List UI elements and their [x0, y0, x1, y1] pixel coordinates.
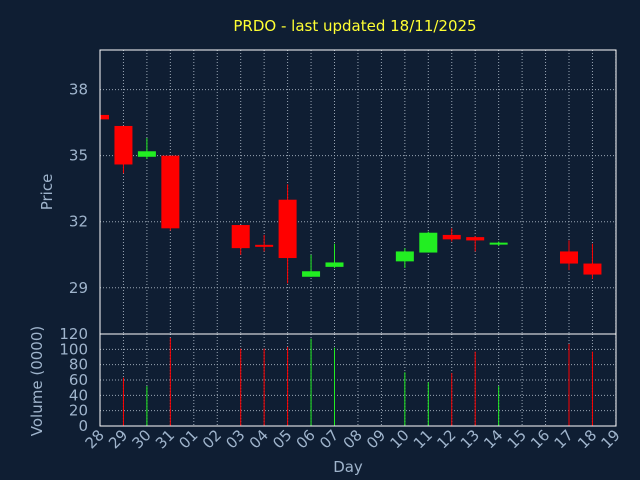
- chart-title: PRDO - last updated 18/11/2025: [233, 17, 476, 35]
- day-tick-label: 02: [199, 426, 225, 452]
- day-axis: 2829303101020304050607080910111213141516…: [82, 426, 624, 452]
- candle-body: [442, 234, 461, 240]
- candle-body: [231, 225, 250, 249]
- price-axis-label: Price: [38, 174, 56, 211]
- day-tick-label: 09: [363, 426, 389, 452]
- day-tick-label: 14: [480, 426, 506, 452]
- x-axis-label: Day: [333, 458, 363, 476]
- day-tick-label: 16: [527, 426, 553, 452]
- day-tick-label: 15: [504, 426, 530, 452]
- price-tick-label: 38: [69, 81, 88, 99]
- volume-tick-label: 100: [59, 340, 88, 358]
- price-tick-label: 35: [69, 147, 88, 165]
- day-tick-label: 05: [269, 426, 295, 452]
- day-tick-label: 13: [457, 426, 483, 452]
- candle-body: [583, 263, 602, 275]
- price-tick-label: 29: [69, 279, 88, 297]
- day-tick-label: 30: [128, 426, 154, 452]
- candle-body: [466, 237, 485, 241]
- day-tick-label: 19: [597, 426, 623, 452]
- volume-axis-label: Volume (0000): [28, 326, 46, 436]
- day-tick-label: 18: [574, 426, 600, 452]
- price-tick-label: 32: [69, 213, 88, 231]
- x-grid: [122, 50, 617, 426]
- price-candles: [99, 114, 602, 284]
- volume-tick-label: 20: [69, 402, 88, 420]
- day-tick-label: 08: [340, 426, 366, 452]
- candle-body: [161, 155, 180, 229]
- day-tick-label: 01: [175, 426, 201, 452]
- candle-body: [137, 151, 156, 157]
- volume-tick-label: 40: [69, 386, 88, 404]
- day-tick-label: 31: [152, 426, 178, 452]
- day-tick-label: 12: [433, 426, 459, 452]
- price-axis: 29 32 35 38: [69, 81, 88, 297]
- volume-tick-label: 60: [69, 371, 88, 389]
- volume-tick-label: 0: [78, 417, 88, 435]
- day-tick-label: 03: [222, 426, 248, 452]
- day-tick-label: 17: [551, 426, 577, 452]
- day-tick-label: 11: [410, 426, 436, 452]
- volume-tick-label: 80: [69, 356, 88, 374]
- candle-body: [278, 199, 297, 259]
- day-tick-label: 07: [316, 426, 342, 452]
- candle-body: [114, 125, 133, 165]
- candle-body: [100, 114, 109, 120]
- candle-body: [325, 262, 344, 267]
- candle-body: [419, 232, 438, 253]
- candle-body: [302, 271, 321, 277]
- candle-body: [255, 244, 274, 247]
- day-tick-label: 04: [246, 426, 272, 452]
- candle-body: [489, 242, 508, 245]
- volume-tick-label: 120: [59, 325, 88, 343]
- candle-body: [560, 251, 578, 264]
- day-tick-label: 06: [293, 426, 319, 452]
- candle-body: [395, 251, 414, 262]
- volume-bars: [99, 337, 593, 426]
- day-tick-label: 10: [386, 426, 412, 452]
- day-tick-label: 29: [105, 426, 131, 452]
- volume-panel-frame: [99, 333, 617, 427]
